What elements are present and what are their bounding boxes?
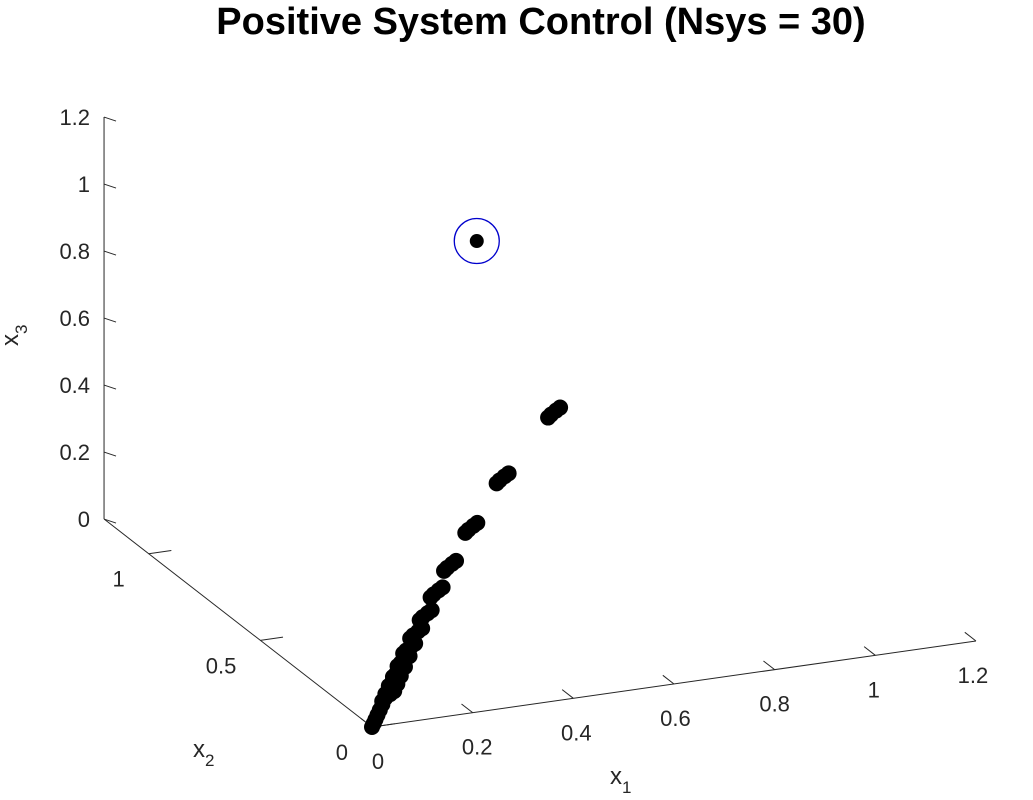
x2-tick-label: 0 [336,740,348,765]
x2-tick-label: 1 [112,567,124,592]
x2-axis-label-subscript: 2 [205,751,214,770]
x1-axis-label: x1 [610,763,631,797]
data-point [389,658,406,675]
data-point [448,552,465,569]
data-point [436,562,453,579]
x1-tick-label: 1 [868,677,880,702]
data-point [411,612,428,629]
x1-tick-mark [964,631,977,642]
x2-axis-label: x2 [193,736,214,770]
data-point [402,630,419,647]
target-marker [453,217,500,265]
x3-axis-label: x3 [0,325,31,346]
x3-tick-mark [103,250,117,256]
x1-tick-mark [662,674,675,685]
x2-tick-mark [260,636,284,641]
x1-tick-mark [863,646,876,656]
axes [103,116,977,728]
x3-tick-label: 0.8 [59,239,90,264]
data-point [434,579,451,596]
x1-tick-mark [763,660,775,671]
x3-axis-label-base: x [0,334,24,346]
x3-tick-label: 0.6 [59,306,90,331]
data-point [395,645,412,662]
x1-axis-label-base: x [610,763,622,790]
x1-tick-label: 0.8 [759,692,790,717]
x3-tick-label: 0.4 [59,373,90,398]
x3-axis-label-subscript: 3 [12,325,31,334]
x3-tick-label: 1 [78,172,90,197]
data-point [422,589,439,606]
target-ring [453,217,500,265]
x2-tick-label: 0.5 [206,653,237,678]
x2-axis-label-base: x [193,736,205,763]
data-point [423,602,440,619]
x1-tick-label: 0.6 [660,706,691,731]
data-point [488,475,505,492]
x3-tick-mark [103,183,117,189]
data-points [364,399,569,735]
x1-tick-label: 0.2 [462,735,493,760]
x1-tick-mark [561,689,574,699]
data-point [552,399,569,416]
x1-tick-label: 0.4 [561,720,592,745]
x1-tick-label: 0 [372,749,384,774]
x3-tick-label: 1.2 [59,105,90,130]
x2-tick-mark [148,549,172,555]
x1-tick-label: 1.2 [958,663,989,688]
data-point [540,409,557,426]
tick-labels: 0 0.2 0.4 0.6 0.8 1 1.2 0 0.5 1 0 0.2 0.4 0.6 0.8 1 1.2 [59,105,988,774]
data-point [500,465,517,482]
x1-axis-label-subscript: 1 [622,778,631,797]
x3-tick-mark [103,451,117,457]
x3-tick-label: 0 [78,507,90,532]
x3-tick-mark [103,317,117,323]
x1-tick-mark [461,703,473,714]
x2-axis-line [103,518,373,728]
x3-tick-mark [103,384,117,390]
chart-title: Positive System Control (Nsys = 30) [216,1,865,43]
x3-tick-mark [103,518,117,524]
target-point [469,234,484,249]
x3-tick-label: 0.2 [59,440,90,465]
data-point [457,524,474,541]
x3-tick-mark [103,116,117,122]
data-point [469,514,486,531]
